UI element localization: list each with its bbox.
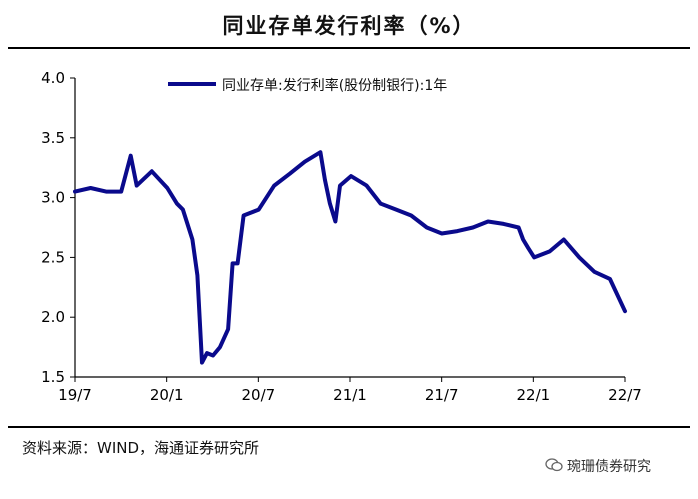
y-tick-group: 1.5 2.0 2.5 3.0 3.5 4.0	[41, 69, 75, 386]
series-line	[73, 150, 627, 365]
footer-divider	[8, 426, 690, 428]
legend: 同业存单:发行利率(股份制银行):1年	[168, 77, 447, 94]
y-tick-label: 2.0	[41, 308, 65, 326]
source-note: 资料来源：WIND，海通证券研究所	[22, 439, 260, 457]
x-tick-label: 19/7	[58, 386, 92, 404]
y-tick-label: 2.5	[41, 248, 65, 266]
y-tick-label: 3.0	[41, 189, 65, 207]
x-tick-label: 22/7	[608, 386, 642, 404]
page-title: 同业存单发行利率（%）	[222, 14, 476, 38]
watermark: 琬珊债券研究	[545, 456, 651, 476]
x-tick-label: 22/1	[516, 386, 550, 404]
legend-label: 同业存单:发行利率(股份制银行):1年	[222, 77, 447, 94]
y-tick-label: 1.5	[41, 368, 65, 386]
x-tick-label: 20/1	[150, 386, 184, 404]
wechat-icon	[545, 458, 563, 476]
y-tick-label: 3.5	[41, 129, 65, 147]
x-tick-label: 21/1	[333, 386, 367, 404]
x-tick-group: 19/7 20/1 20/7 21/1 21/7 22/1 22/7	[58, 377, 642, 404]
x-tick-label: 20/7	[241, 386, 275, 404]
title-divider	[8, 47, 690, 49]
watermark-text: 琬珊债券研究	[567, 459, 651, 475]
x-tick-label: 21/7	[425, 386, 459, 404]
y-tick-label: 4.0	[41, 69, 65, 87]
